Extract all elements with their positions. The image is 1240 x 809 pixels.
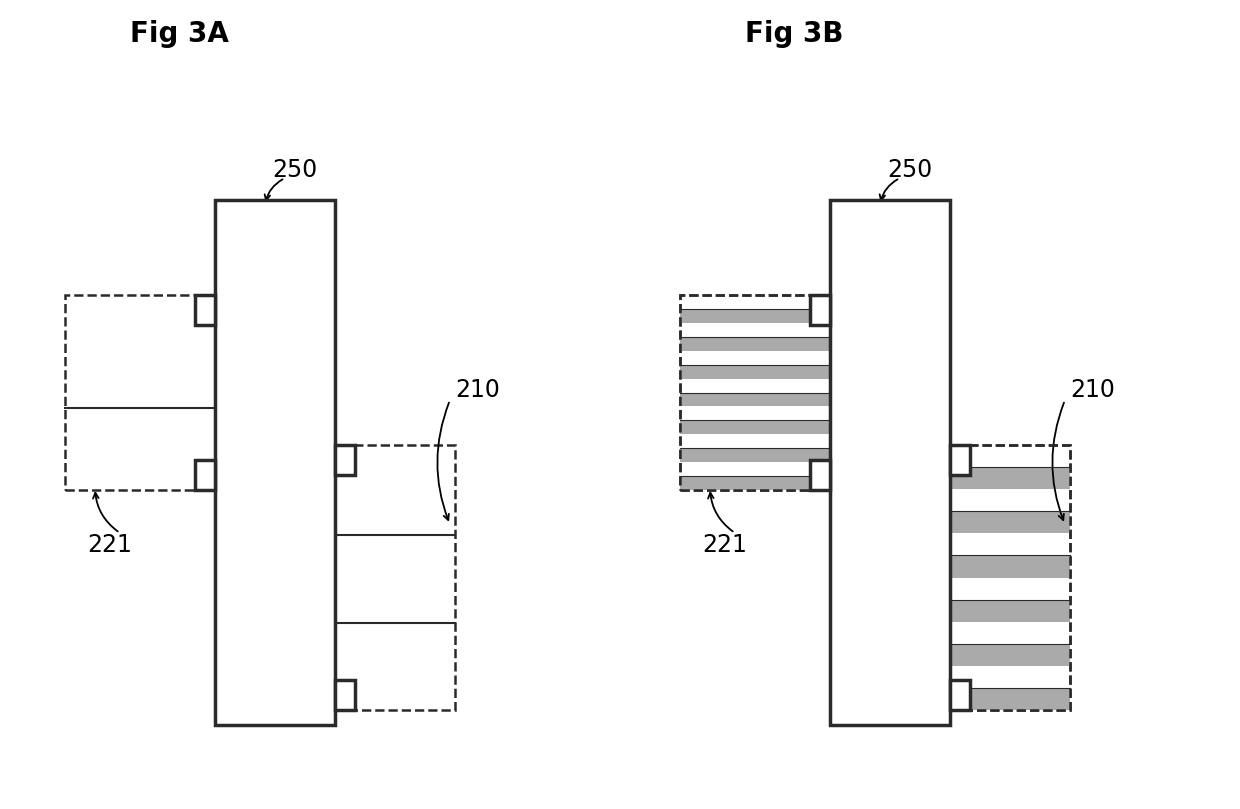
- Bar: [680, 476, 830, 490]
- Bar: [680, 448, 830, 462]
- Bar: [810, 295, 830, 325]
- Text: 221: 221: [703, 533, 748, 557]
- Text: Fig 3A: Fig 3A: [130, 20, 229, 48]
- Bar: [810, 460, 830, 490]
- Bar: [680, 309, 830, 323]
- Bar: [335, 445, 355, 475]
- Bar: [680, 392, 830, 406]
- Text: 250: 250: [888, 158, 932, 182]
- Text: 250: 250: [273, 158, 317, 182]
- Bar: [950, 556, 1070, 578]
- Bar: [950, 467, 1070, 489]
- Bar: [680, 337, 830, 351]
- Bar: [950, 688, 1070, 710]
- Bar: [335, 680, 355, 710]
- Text: Fig 3B: Fig 3B: [745, 20, 843, 48]
- Bar: [215, 200, 335, 725]
- Bar: [830, 200, 950, 725]
- Bar: [195, 460, 215, 490]
- Bar: [950, 445, 1070, 710]
- Bar: [195, 295, 215, 325]
- Bar: [950, 644, 1070, 666]
- Text: 221: 221: [88, 533, 133, 557]
- Text: 210: 210: [455, 378, 500, 402]
- Bar: [335, 445, 455, 710]
- Text: 210: 210: [1070, 378, 1115, 402]
- Bar: [680, 295, 830, 490]
- Bar: [950, 599, 1070, 621]
- Bar: [950, 445, 970, 475]
- Bar: [680, 365, 830, 379]
- Bar: [680, 295, 830, 490]
- Bar: [680, 421, 830, 434]
- Bar: [64, 295, 215, 490]
- Bar: [950, 680, 970, 710]
- Bar: [950, 511, 1070, 533]
- Bar: [950, 445, 1070, 710]
